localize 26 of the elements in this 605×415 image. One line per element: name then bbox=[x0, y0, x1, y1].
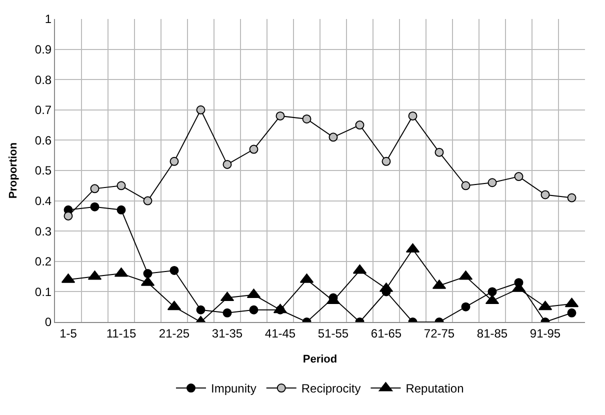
x-tick-label: 61-65 bbox=[370, 326, 402, 340]
y-tick-label: 0.3 bbox=[34, 224, 52, 238]
y-tick-label: 0.9 bbox=[34, 42, 52, 56]
legend-label: Reciprocity bbox=[301, 382, 361, 396]
x-axis-title: Period bbox=[302, 354, 338, 366]
x-tick-label: 41-45 bbox=[264, 326, 296, 340]
y-tick-label: 0.8 bbox=[34, 72, 52, 87]
x-tick-label: 81-85 bbox=[476, 326, 508, 340]
y-tick-label: 1 bbox=[44, 12, 52, 26]
x-tick-label: 1-5 bbox=[60, 326, 78, 340]
y-tick-label: 0.4 bbox=[34, 194, 52, 208]
x-tick-label: 21-25 bbox=[158, 326, 190, 340]
y-tick-label: 0.5 bbox=[34, 164, 52, 178]
x-tick-label: 11-15 bbox=[106, 326, 136, 340]
y-tick-label: 0.2 bbox=[34, 254, 52, 269]
x-tick-label: 31-35 bbox=[212, 326, 243, 340]
x-tick-label: 91-95 bbox=[530, 326, 561, 340]
y-tick-label: 0 bbox=[44, 315, 52, 330]
x-tick-label: 72-75 bbox=[424, 326, 455, 340]
y-tick-label: 0.7 bbox=[34, 103, 52, 118]
y-axis-title: Proportion bbox=[8, 142, 20, 199]
x-tick-label: 51-55 bbox=[318, 326, 349, 340]
y-tick-label: 0.6 bbox=[34, 133, 52, 148]
y-tick-label: 0.1 bbox=[34, 284, 52, 299]
legend-label: Impunity bbox=[211, 382, 256, 396]
legend-label: Reputation bbox=[406, 382, 464, 396]
